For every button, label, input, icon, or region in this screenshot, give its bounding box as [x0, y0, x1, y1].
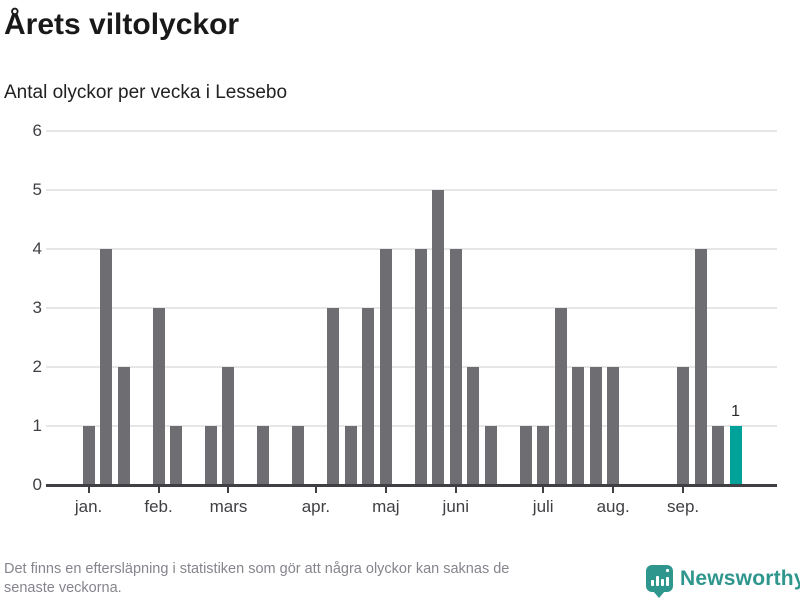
x-axis-line [46, 484, 777, 487]
y-axis-label-4: 4 [32, 239, 42, 258]
gridline-y-4 [46, 248, 777, 250]
bar-week-37 [712, 426, 725, 485]
y-axis-label-2: 2 [32, 357, 42, 376]
x-axis-label-feb: feb. [144, 497, 173, 516]
chart-subtitle: Antal olyckor per vecka i Lessebo [4, 82, 288, 103]
bar-week-30 [589, 367, 602, 485]
bar-week-24 [484, 426, 497, 485]
x-tick-jan [87, 487, 90, 493]
bar-week-31 [607, 367, 620, 485]
y-axis-label-0: 0 [32, 475, 42, 494]
y-axis-label-6: 6 [32, 121, 42, 140]
gridline-y-3 [46, 307, 777, 309]
footnote-line-1: Det finns en eftersläpning i statistiken… [4, 561, 510, 577]
x-tick-sep [682, 487, 685, 493]
bar-week-15 [327, 308, 340, 485]
y-axis-label-3: 3 [32, 298, 42, 317]
y-axis-label-1: 1 [32, 416, 42, 435]
bar-week-23 [467, 367, 480, 485]
x-axis-label-mars: mars [209, 497, 248, 516]
logo-bar-icon [651, 580, 654, 586]
bar-week-5 [152, 308, 165, 485]
bar-week-28 [554, 308, 567, 485]
y-axis-label-5: 5 [32, 180, 42, 199]
newsworthy-logo-text: Newsworthy [680, 567, 800, 590]
x-tick-juli [542, 487, 545, 493]
bar-week-21 [432, 190, 445, 485]
x-axis-label-juni: juni [442, 497, 470, 516]
bar-week-3 [117, 367, 130, 485]
bar-week-38 [729, 426, 742, 485]
bar-week-17 [362, 308, 375, 485]
gridline-y-5 [46, 189, 777, 191]
newsworthy-logo: Newsworthy [646, 564, 800, 600]
gridline-y-1 [46, 425, 777, 427]
bar-week-2 [100, 249, 113, 485]
bar-week-8 [204, 426, 217, 485]
bar-week-18 [379, 249, 392, 485]
x-axis-label-sep: sep. [667, 497, 700, 516]
bar-week-11 [257, 426, 270, 485]
logo-bar-icon [661, 579, 664, 586]
bar-week-29 [572, 367, 585, 485]
bar-week-36 [694, 249, 707, 485]
bar-week-13 [292, 426, 305, 485]
x-axis-label-aug: aug. [596, 497, 630, 516]
x-tick-aug [612, 487, 615, 493]
bar-week-35 [677, 367, 690, 485]
x-axis-label-apr: apr. [301, 497, 331, 516]
x-tick-mars [227, 487, 230, 493]
footnote: Det finns en eftersläpning i statistiken… [4, 560, 509, 598]
highlight-value-label: 1 [731, 403, 740, 420]
bar-week-16 [344, 426, 357, 485]
bar-week-26 [519, 426, 532, 485]
logo-speech-tail-icon [653, 591, 665, 598]
bar-week-27 [537, 426, 550, 485]
x-tick-juni [454, 487, 457, 493]
x-axis-label-maj: maj [372, 497, 400, 516]
chart-title: Årets viltolyckor [4, 8, 240, 41]
newsworthy-logo-icon [646, 565, 673, 592]
logo-bar-icon [656, 576, 659, 586]
bar-week-6 [170, 426, 183, 485]
x-tick-apr [314, 487, 317, 493]
footnote-line-2: senaste veckorna. [4, 580, 122, 596]
x-axis-label-jan: jan. [74, 497, 103, 516]
bar-week-1 [82, 426, 95, 485]
gridline-y-6 [46, 130, 777, 132]
x-axis-label-juli: juli [532, 497, 554, 516]
bar-week-9 [222, 367, 235, 485]
gridline-y-2 [46, 366, 777, 368]
logo-exclamation-icon [666, 577, 669, 586]
x-tick-maj [384, 487, 387, 493]
bar-week-20 [414, 249, 427, 485]
bar-week-22 [449, 249, 462, 485]
x-tick-feb [157, 487, 160, 493]
logo-exclamation-dot-icon [666, 569, 669, 572]
